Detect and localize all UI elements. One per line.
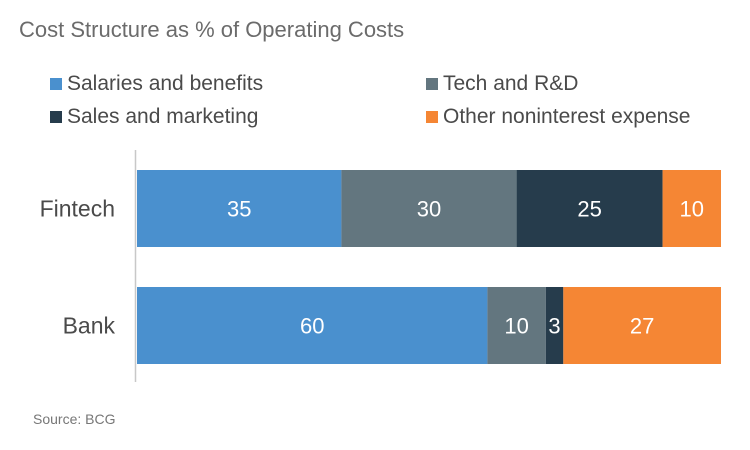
bar-segment <box>137 170 342 247</box>
legend-item-other: Other noninterest expense <box>426 105 691 129</box>
legend-swatch <box>426 111 438 123</box>
source-note: Source: BCG <box>33 411 116 427</box>
legend-label: Salaries and benefits <box>67 72 264 95</box>
data-label: 25 <box>577 197 601 222</box>
data-label: 3 <box>548 314 560 339</box>
bar-segment <box>137 287 488 364</box>
data-label: 27 <box>630 314 654 339</box>
bar-segment <box>516 170 663 247</box>
bar-segment <box>341 170 517 247</box>
legend-swatch <box>50 111 62 123</box>
data-label: 35 <box>227 197 251 222</box>
bar-segment <box>545 287 564 364</box>
data-label: 10 <box>680 197 704 222</box>
bar-segment <box>662 170 721 247</box>
category-label: Bank <box>63 313 116 339</box>
legend-swatch <box>50 78 62 90</box>
chart-title: Cost Structure as % of Operating Costs <box>19 17 405 42</box>
data-label: 10 <box>504 314 528 339</box>
data-label: 30 <box>417 197 441 222</box>
legend-item-tech: Tech and R&D <box>426 72 578 96</box>
legend-item-sales: Sales and marketing <box>50 105 258 129</box>
bar-segment <box>487 287 546 364</box>
legend-item-salaries: Salaries and benefits <box>50 72 263 96</box>
legend-label: Sales and marketing <box>67 105 259 128</box>
legend-label: Tech and R&D <box>443 72 579 95</box>
data-label: 60 <box>300 314 324 339</box>
legend-label: Other noninterest expense <box>443 105 691 128</box>
category-label: Fintech <box>40 196 115 222</box>
bar-segment <box>563 287 721 364</box>
legend-swatch <box>426 78 438 90</box>
